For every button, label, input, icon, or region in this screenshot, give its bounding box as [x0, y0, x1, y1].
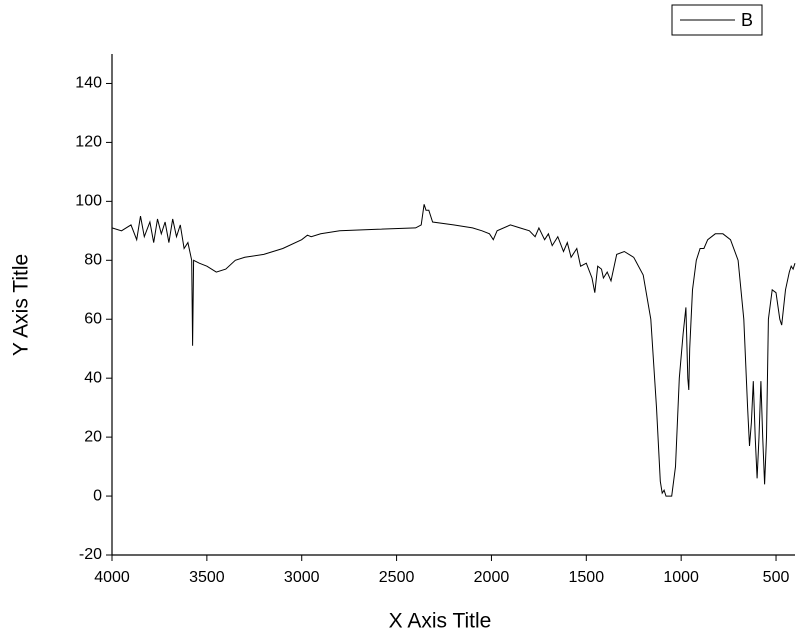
y-tick-label: 140	[75, 75, 102, 92]
x-tick-label: 3000	[284, 569, 320, 586]
y-tick-label: -20	[79, 546, 102, 563]
x-tick-label: 2500	[379, 569, 415, 586]
x-tick-label: 1500	[569, 569, 605, 586]
y-tick-label: 40	[84, 369, 102, 386]
y-tick-label: 20	[84, 428, 102, 445]
x-axis-title: X Axis Title	[389, 610, 492, 633]
y-tick-label: 0	[93, 487, 102, 504]
x-tick-label: 2000	[474, 569, 510, 586]
spectrum-line	[111, 204, 796, 497]
x-tick-label: 1000	[663, 569, 699, 586]
legend-label: B	[741, 10, 753, 30]
x-tick-label: 4000	[94, 569, 130, 586]
y-tick-label: 60	[84, 310, 102, 327]
x-tick-label: 500	[763, 569, 790, 586]
y-tick-label: 80	[84, 252, 102, 269]
y-axis-title: Y Axis Title	[10, 254, 33, 356]
y-tick-label: 100	[75, 193, 102, 210]
y-tick-label: 120	[75, 134, 102, 151]
x-tick-label: 3500	[189, 569, 225, 586]
